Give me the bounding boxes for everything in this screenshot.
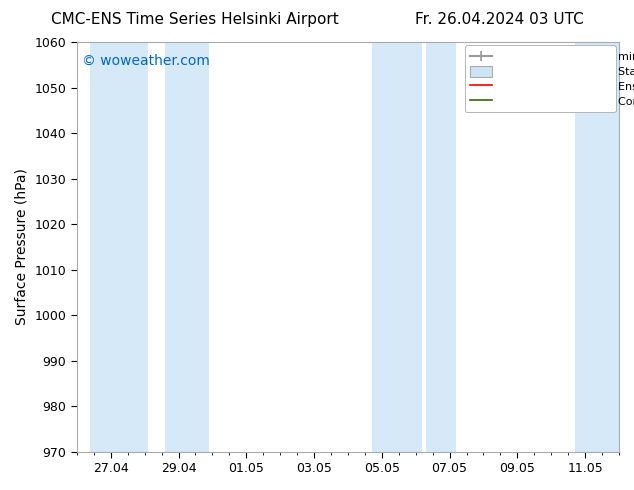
Bar <box>426 42 456 452</box>
Bar <box>91 42 148 452</box>
Bar <box>165 42 209 452</box>
Legend: min/max, Standard deviation, Ensemble mean run, Controll run: min/max, Standard deviation, Ensemble me… <box>465 46 616 112</box>
Bar <box>372 42 422 452</box>
Bar <box>575 42 619 452</box>
Y-axis label: Surface Pressure (hPa): Surface Pressure (hPa) <box>15 169 29 325</box>
Text: Fr. 26.04.2024 03 UTC: Fr. 26.04.2024 03 UTC <box>415 12 583 27</box>
Text: © woweather.com: © woweather.com <box>82 54 210 68</box>
Text: CMC-ENS Time Series Helsinki Airport: CMC-ENS Time Series Helsinki Airport <box>51 12 339 27</box>
